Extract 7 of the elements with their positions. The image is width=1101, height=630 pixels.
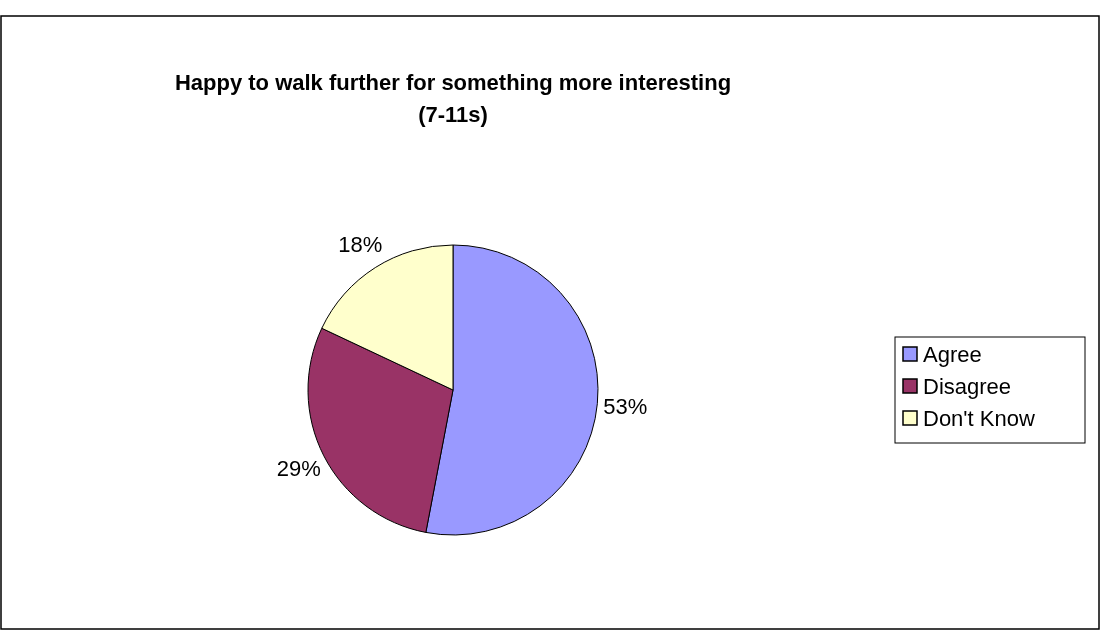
data-label: 53% — [603, 393, 648, 419]
data-label: 18% — [338, 231, 383, 257]
legend-label: Don't Know — [923, 405, 1035, 431]
chart-title: Happy to walk further for something more interesting (7-11s) — [174, 70, 732, 127]
legend-label: Agree — [923, 341, 982, 367]
data-label: 29% — [276, 456, 321, 482]
legend-label: Disagree — [923, 373, 1012, 399]
